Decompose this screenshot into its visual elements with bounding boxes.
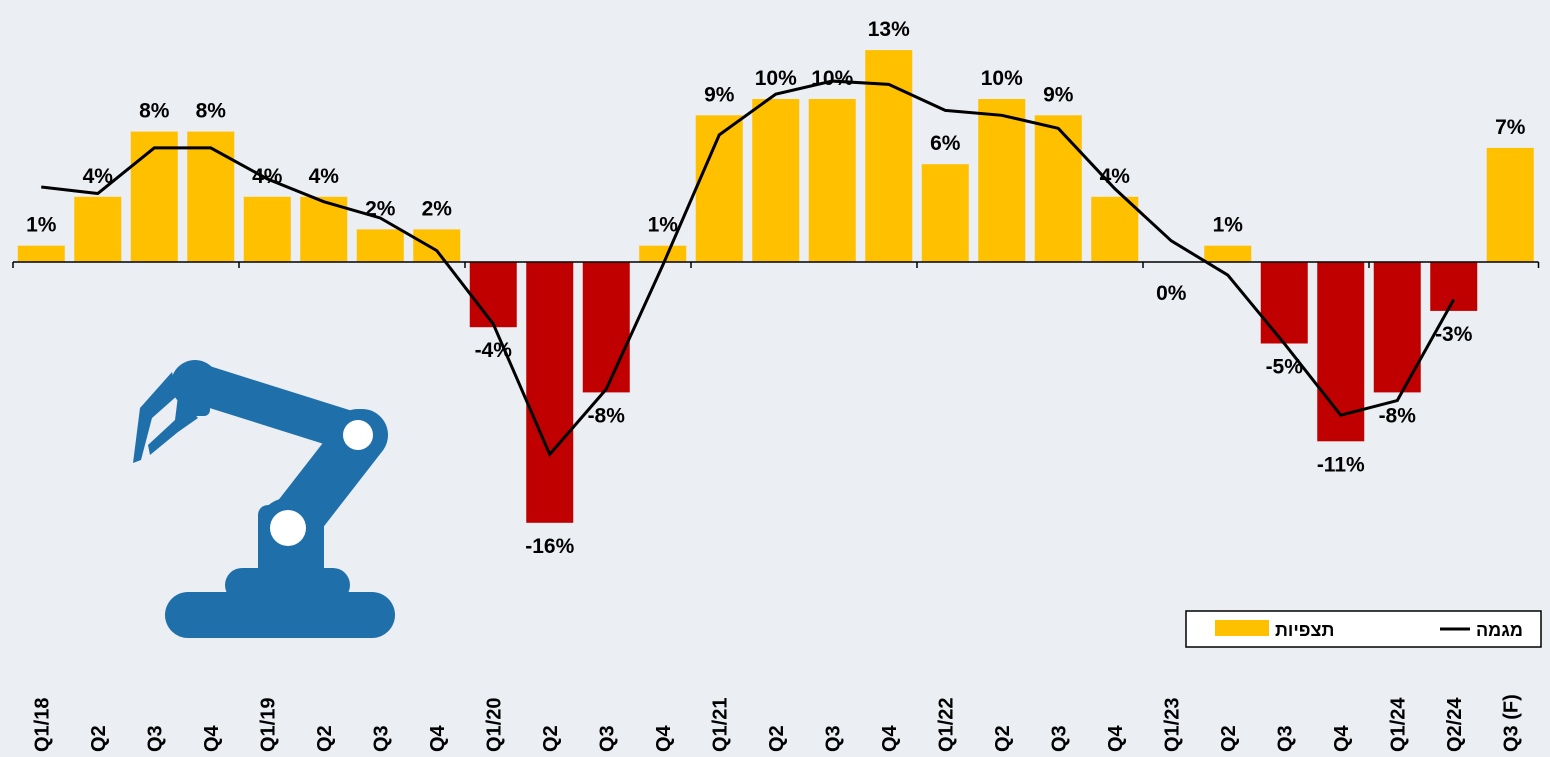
bar <box>639 245 687 262</box>
data-label: -8% <box>588 404 626 427</box>
data-label: -16% <box>525 535 574 558</box>
data-label: 8% <box>196 100 227 123</box>
x-tick-label: Q2 <box>314 725 336 752</box>
legend-bar-swatch <box>1215 620 1269 636</box>
bar <box>130 131 178 262</box>
data-label: 9% <box>1043 83 1074 106</box>
x-tick-label: Q3 <box>1048 725 1070 752</box>
data-label: -3% <box>1435 323 1473 346</box>
bar <box>1091 196 1139 262</box>
bar <box>752 99 800 262</box>
x-tick-label: Q4 <box>653 724 675 752</box>
bar <box>1204 245 1252 262</box>
data-label: 0% <box>1156 282 1187 305</box>
data-label: -8% <box>1379 404 1417 427</box>
x-tick-label: Q1/24 <box>1387 697 1409 752</box>
x-tick-label: Q3 (F) <box>1500 694 1522 752</box>
x-tick-label: Q1/19 <box>257 698 279 752</box>
bar <box>695 115 743 262</box>
bar <box>356 229 404 262</box>
data-label: 8% <box>139 100 170 123</box>
value-labels: 1% 4% 8% 8% 4% 4% 2% 2% -4% -16% -8% 1% 9% 10% 10% 13% 6… <box>26 18 1526 558</box>
bar <box>243 196 291 262</box>
x-tick-label: Q2 <box>1218 725 1240 752</box>
legend: מגמה תצפיות <box>1185 610 1542 648</box>
bar <box>921 164 969 262</box>
data-label: 2% <box>422 197 453 220</box>
data-label: 4% <box>1100 165 1131 188</box>
x-tick-label: Q1/20 <box>483 698 505 752</box>
bar <box>1430 262 1478 311</box>
data-label: 4% <box>309 165 340 188</box>
bar <box>74 196 122 262</box>
data-label: -4% <box>475 339 513 362</box>
data-label: 1% <box>26 214 57 237</box>
x-tick-label: Q3 <box>370 725 392 752</box>
bar <box>1260 262 1308 344</box>
x-ticks <box>12 262 1540 268</box>
data-label: -5% <box>1266 356 1304 379</box>
bar <box>413 229 461 262</box>
x-tick-labels: Q1/18 Q2 Q3 Q4 Q1/19 Q2 Q3 Q4 Q1/20 Q2 Q3 Q4 Q1/21 Q2… <box>31 694 1522 752</box>
x-tick-label: Q4 <box>201 724 223 752</box>
x-tick-label: Q2/24 <box>1444 697 1466 752</box>
data-label: 6% <box>930 132 961 155</box>
data-label: -11% <box>1317 453 1365 476</box>
bar <box>469 262 517 328</box>
x-tick-label: Q2 <box>992 725 1014 752</box>
data-label: 10% <box>811 67 853 90</box>
x-tick-label: Q4 <box>1105 724 1127 752</box>
x-tick-label: Q3 <box>144 725 166 752</box>
data-label: 13% <box>868 18 910 41</box>
data-label: 7% <box>1495 116 1526 139</box>
bar <box>187 131 235 262</box>
bar <box>17 245 65 262</box>
bar <box>808 99 856 262</box>
data-label: 1% <box>1213 214 1244 237</box>
data-label: 10% <box>981 67 1023 90</box>
data-label: 4% <box>83 165 114 188</box>
robot-arm-icon <box>133 360 395 638</box>
x-tick-label: Q4 <box>427 724 449 752</box>
x-tick-label: Q2 <box>766 725 788 752</box>
legend-label-observations: תצפיות <box>1275 620 1334 640</box>
bar <box>978 99 1026 262</box>
data-label: 4% <box>252 165 283 188</box>
x-tick-label: Q3 <box>1274 725 1296 752</box>
data-label: 10% <box>755 67 797 90</box>
bar <box>1034 115 1082 262</box>
x-tick-label: Q2 <box>540 725 562 752</box>
bar <box>526 262 574 523</box>
x-tick-label: Q4 <box>1331 724 1353 752</box>
legend-label-trend: מגמה <box>1476 620 1523 640</box>
x-tick-label: Q3 <box>822 725 844 752</box>
x-tick-label: Q4 <box>879 724 901 752</box>
x-tick-label: Q1/23 <box>1161 698 1183 752</box>
bar <box>1486 147 1534 262</box>
data-label: 1% <box>648 214 679 237</box>
x-tick-label: Q1/21 <box>709 698 731 752</box>
trend-line <box>41 79 1456 458</box>
bars-group <box>17 50 1534 523</box>
data-label: 9% <box>704 83 735 106</box>
x-tick-label: Q3 <box>596 725 618 752</box>
x-tick-label: Q1/22 <box>935 698 957 752</box>
data-label: 2% <box>365 197 396 220</box>
bar <box>582 262 630 393</box>
x-tick-label: Q1/18 <box>31 698 53 752</box>
x-tick-label: Q2 <box>88 725 110 752</box>
